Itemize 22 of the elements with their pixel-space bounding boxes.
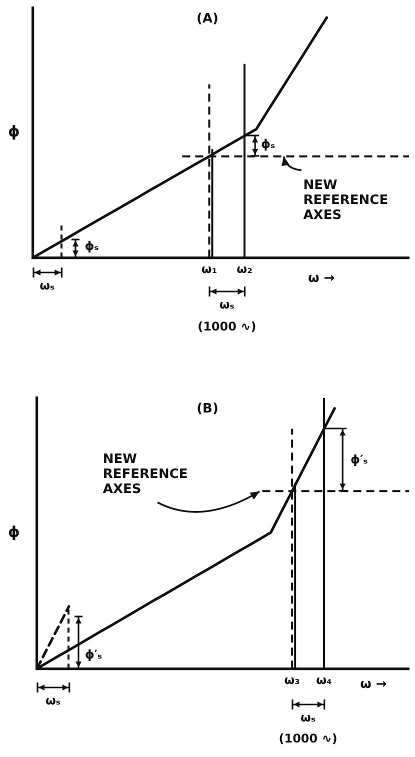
y-axis-title: ϕ xyxy=(8,523,20,542)
x-tick-label: ω₄ xyxy=(316,672,332,687)
x-axis-title: ω → xyxy=(308,270,335,286)
chart-title: (A) xyxy=(196,11,218,26)
ref-line-label: NEW REFERENCE AXES xyxy=(102,452,188,498)
text: (1000 ∿) xyxy=(278,732,338,746)
y-axis-title: ϕ xyxy=(8,122,20,141)
x-axis-title: ω → xyxy=(360,676,387,692)
x-tick-label: ω₂ xyxy=(236,262,252,276)
annotation: ϕₛ xyxy=(260,136,276,151)
text: ωₛ xyxy=(300,710,316,725)
annotation: ϕ′ₛ xyxy=(84,648,103,662)
text: ωₛ xyxy=(219,298,235,312)
legend-label: NEW REFERENCE AXES xyxy=(303,178,388,223)
x-tick-label: ω₃ xyxy=(284,672,300,687)
text: ωₛ xyxy=(40,278,56,293)
text: ωₛ xyxy=(45,694,61,708)
x-tick-label: ω₁ xyxy=(201,262,218,276)
annotation: ϕ′ₛ xyxy=(350,452,368,467)
annotation: ϕₛ xyxy=(84,238,100,253)
text: (1000 ∿) xyxy=(198,320,256,334)
chart-title: (B) xyxy=(196,401,218,416)
